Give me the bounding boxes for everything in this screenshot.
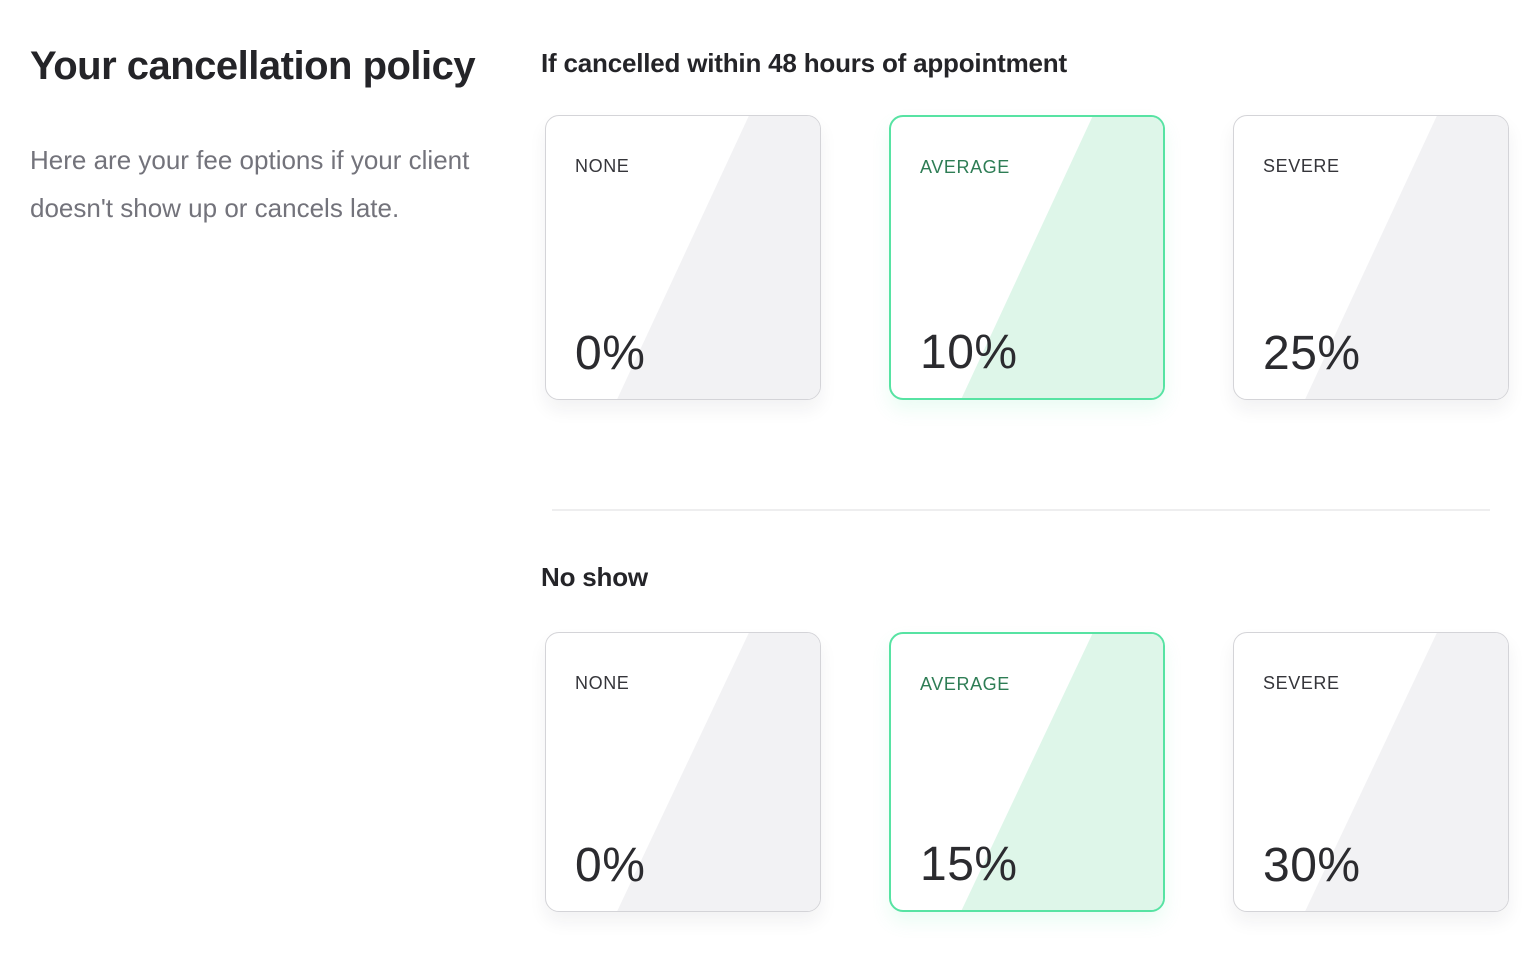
option-value: 0% <box>575 327 646 380</box>
option-value: 10% <box>920 326 1018 379</box>
cancellation-option-none[interactable]: NONE 0% <box>545 115 821 400</box>
page-description: Here are your fee options if your client… <box>30 145 470 223</box>
policy-intro-panel: Your cancellation policy Here are your f… <box>30 36 490 232</box>
cancellation-fee-options: NONE 0% AVERAGE 10% SEVERE 25% <box>545 115 1509 400</box>
cancellation-option-average[interactable]: AVERAGE 10% <box>889 115 1165 400</box>
option-label: AVERAGE <box>920 157 1010 177</box>
option-value: 30% <box>1263 839 1361 892</box>
cancellation-option-severe[interactable]: SEVERE 25% <box>1233 115 1509 400</box>
section-heading-no-show: No show <box>541 562 648 592</box>
option-value: 0% <box>575 839 646 892</box>
section-heading-cancelled-within-48-hours: If cancelled within 48 hours of appointm… <box>541 48 1067 78</box>
no-show-option-none[interactable]: NONE 0% <box>545 632 821 912</box>
section-divider <box>552 509 1490 511</box>
page-title: Your cancellation policy <box>30 44 476 88</box>
no-show-fee-options: NONE 0% AVERAGE 15% SEVERE 30% <box>545 632 1509 912</box>
option-value: 15% <box>920 838 1018 891</box>
option-label: AVERAGE <box>920 674 1010 694</box>
option-label: SEVERE <box>1263 156 1340 176</box>
option-label: SEVERE <box>1263 673 1340 693</box>
option-label: NONE <box>575 156 630 176</box>
option-label: NONE <box>575 673 630 693</box>
option-value: 25% <box>1263 327 1361 380</box>
no-show-option-average[interactable]: AVERAGE 15% <box>889 632 1165 912</box>
no-show-option-severe[interactable]: SEVERE 30% <box>1233 632 1509 912</box>
